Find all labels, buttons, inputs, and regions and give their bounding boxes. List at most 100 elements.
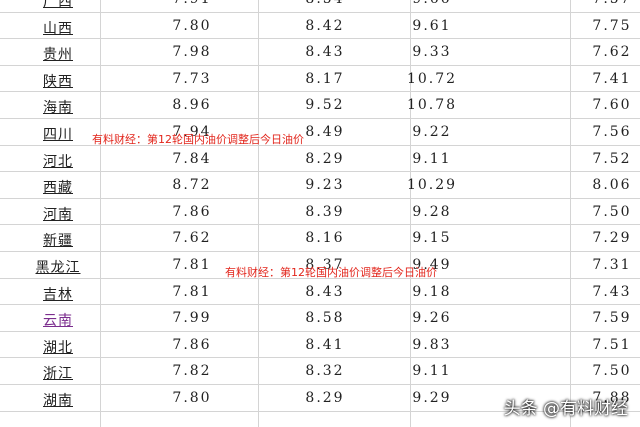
price-cell: 7.73	[172, 70, 212, 87]
price-cell: 9.26	[412, 310, 452, 327]
province-link[interactable]: 吉林	[43, 286, 73, 303]
price-cell: 8.37	[305, 257, 345, 273]
table-row: 西藏 8.72 9.23 10.29 8.06	[0, 172, 640, 199]
table-row: 贵州 7.98 8.43 9.33 7.62	[0, 39, 640, 66]
table-row: 海南 8.96 9.52 10.78 7.60	[0, 92, 640, 119]
price-cell: 7.29	[592, 230, 632, 247]
price-cell: 8.43	[305, 44, 345, 61]
price-cell: 9.15	[412, 230, 452, 247]
price-cell: 7.80	[172, 17, 212, 34]
price-cell: 9.33	[412, 44, 452, 61]
table-row: 云南 7.99 8.58 9.26 7.59	[0, 305, 640, 332]
table-row: 河南 7.86 8.39 9.28 7.50	[0, 199, 640, 226]
price-cell: 7.81	[172, 283, 212, 300]
table-row: 河北 7.84 8.29 9.11 7.52	[0, 146, 640, 173]
price-cell: 8.42	[305, 17, 345, 34]
price-cell: 9.23	[305, 177, 345, 194]
price-cell: 8.72	[172, 177, 212, 194]
price-cell: 7.88	[592, 390, 632, 406]
price-cell: 9.18	[412, 283, 452, 300]
price-cell: 9.11	[412, 363, 452, 380]
price-cell: 7.52	[592, 150, 632, 167]
price-cell: 7.50	[592, 363, 632, 380]
price-cell: 7.82	[172, 363, 212, 380]
price-cell: 7.59	[592, 310, 632, 327]
price-cell: 7.84	[172, 150, 212, 167]
table-row: 浙江 7.82 8.32 9.11 7.50	[0, 358, 640, 385]
table-row: 山西 7.80 8.42 9.61 7.75	[0, 13, 640, 40]
price-cell: 7.43	[592, 283, 632, 300]
price-cell: 8.32	[305, 363, 345, 380]
price-cell: 7.62	[172, 230, 212, 247]
price-cell: 7.51	[592, 336, 632, 353]
price-cell: 7.86	[172, 336, 212, 353]
province-link[interactable]: 四川	[43, 127, 73, 143]
price-cell: 8.49	[305, 124, 345, 140]
table-row: 湖南 7.80 8.29 9.29 7.88	[0, 385, 640, 412]
table-row: 广西 7.91 8.54 9.66 7.57	[0, 0, 640, 13]
price-cell: 8.06	[592, 177, 632, 194]
column-line	[100, 0, 101, 427]
column-line	[410, 0, 411, 427]
province-link[interactable]: 山西	[43, 20, 73, 37]
price-cell: 7.57	[592, 0, 631, 7]
province-link[interactable]: 贵州	[43, 47, 73, 64]
price-cell: 9.22	[412, 124, 452, 140]
table-row: 新疆 7.62 8.16 9.15 7.29	[0, 225, 640, 252]
price-cell: 8.58	[305, 310, 345, 327]
province-link[interactable]: 陕西	[43, 73, 73, 90]
province-link[interactable]: 河北	[43, 153, 73, 170]
price-cell: 7.80	[172, 390, 212, 406]
province-link[interactable]: 湖北	[43, 339, 73, 356]
price-cell: 7.62	[592, 44, 632, 61]
province-link[interactable]: 河南	[43, 206, 73, 223]
price-cell: 7.94	[172, 124, 212, 140]
price-cell: 7.98	[172, 44, 212, 61]
price-cell: 9.66	[412, 0, 451, 7]
province-link[interactable]: 海南	[43, 100, 73, 117]
price-cell: 7.86	[172, 203, 212, 220]
price-cell: 7.91	[172, 0, 211, 7]
price-cell: 7.56	[592, 124, 632, 140]
price-cell: 10.78	[406, 97, 458, 114]
price-cell: 7.50	[592, 203, 632, 220]
price-cell: 8.39	[305, 203, 345, 220]
price-cell: 8.16	[305, 230, 345, 247]
price-cell: 7.99	[172, 310, 212, 327]
province-link[interactable]: 西藏	[43, 180, 73, 197]
price-cell: 9.83	[412, 336, 452, 353]
price-cell: 9.11	[412, 150, 452, 167]
watermark: 有料财经：第12轮国内油价调整后今日油价	[225, 266, 437, 279]
price-cell: 8.54	[305, 0, 344, 7]
price-cell: 9.49	[412, 257, 452, 273]
price-cell: 10.29	[406, 177, 458, 194]
footer-credit: 头条 @有料财经	[503, 399, 628, 419]
price-cell: 8.29	[305, 390, 345, 406]
table-row: 黑龙江 7.81 8.37 9.49 7.31	[0, 252, 640, 279]
province-link[interactable]: 黑龙江	[35, 260, 81, 276]
price-cell: 8.96	[172, 97, 212, 114]
price-cell: 9.61	[412, 17, 452, 34]
province-link[interactable]: 浙江	[43, 366, 73, 383]
price-cell: 7.81	[172, 257, 212, 273]
price-cell: 7.60	[592, 97, 632, 114]
province-link[interactable]: 湖南	[43, 393, 73, 409]
province-link[interactable]: 广西	[43, 0, 73, 10]
price-cell: 7.41	[592, 70, 632, 87]
price-cell: 8.41	[305, 336, 345, 353]
price-cell: 9.28	[412, 203, 452, 220]
price-cell: 10.72	[406, 70, 458, 87]
price-cell: 7.75	[592, 17, 632, 34]
table-row: 湖北 7.86 8.41 9.83 7.51	[0, 332, 640, 359]
table-row: 四川 7.94 8.49 9.22 7.56	[0, 119, 640, 146]
price-cell: 8.43	[305, 283, 345, 300]
column-line	[258, 0, 259, 427]
price-cell: 9.29	[412, 390, 452, 406]
province-link[interactable]: 新疆	[43, 233, 73, 250]
price-cell: 7.31	[592, 257, 632, 273]
price-cell: 9.52	[305, 97, 345, 114]
table-row: 陕西 7.73 8.17 10.72 7.41	[0, 66, 640, 93]
province-link[interactable]: 云南	[43, 313, 73, 330]
price-cell: 8.29	[305, 150, 345, 167]
